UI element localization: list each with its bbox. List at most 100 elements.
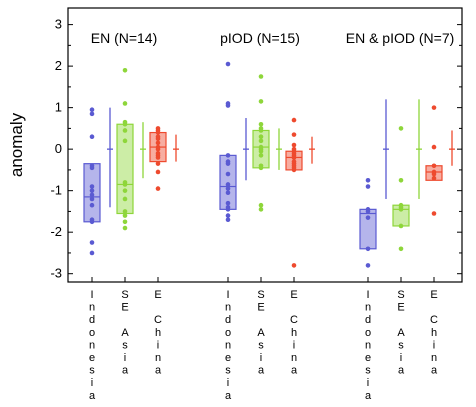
data-point bbox=[122, 138, 128, 144]
x-label-char: n bbox=[89, 302, 95, 314]
data-point bbox=[122, 128, 128, 133]
data-point bbox=[89, 240, 95, 245]
x-label-char: C bbox=[290, 314, 298, 326]
x-label-char: E bbox=[430, 289, 437, 301]
x-label-char: e bbox=[225, 352, 231, 364]
x-label-char: s bbox=[398, 339, 404, 351]
data-point bbox=[398, 207, 404, 212]
x-label-char: I bbox=[366, 289, 369, 301]
x-label-char: A bbox=[257, 327, 265, 339]
data-point bbox=[365, 246, 371, 252]
data-point bbox=[225, 61, 231, 67]
data-point bbox=[258, 121, 264, 127]
box-series bbox=[425, 105, 455, 216]
data-point bbox=[291, 132, 297, 137]
data-point bbox=[225, 217, 231, 223]
data-point bbox=[122, 101, 128, 106]
data-point bbox=[122, 121, 128, 127]
y-tick-label: -1 bbox=[50, 183, 62, 198]
data-point bbox=[291, 117, 297, 123]
x-label-char: C bbox=[430, 314, 438, 326]
y-tick-label: -3 bbox=[50, 266, 62, 281]
group-title: EN (N=14) bbox=[91, 30, 158, 46]
data-point bbox=[258, 74, 264, 79]
x-label-char: o bbox=[225, 327, 231, 339]
data-point bbox=[89, 202, 95, 208]
y-axis: -3 -2 -1 0 1 2 3 bbox=[50, 17, 462, 281]
data-point bbox=[431, 105, 437, 110]
x-label-char: o bbox=[365, 327, 371, 339]
x-label-char: a bbox=[431, 365, 438, 377]
x-label-char: E bbox=[397, 302, 404, 314]
data-point bbox=[258, 134, 264, 139]
box bbox=[359, 208, 377, 250]
box-series bbox=[83, 107, 113, 256]
box-series bbox=[149, 126, 179, 191]
data-point bbox=[431, 163, 437, 169]
data-point bbox=[398, 126, 404, 131]
data-point bbox=[89, 196, 95, 202]
x-label-char: E bbox=[121, 302, 128, 314]
x-label-char: I bbox=[90, 289, 93, 301]
data-point bbox=[225, 171, 231, 177]
x-label-char: d bbox=[225, 314, 231, 326]
data-point bbox=[122, 225, 128, 231]
data-point bbox=[225, 153, 231, 158]
data-point bbox=[89, 107, 95, 113]
x-label-char: I bbox=[226, 289, 229, 301]
data-point bbox=[89, 111, 95, 117]
data-point bbox=[89, 165, 95, 171]
x-label-char: d bbox=[89, 314, 95, 326]
x-label-char: S bbox=[121, 289, 128, 301]
data-point bbox=[258, 148, 264, 154]
x-label-char: h bbox=[291, 327, 297, 339]
data-point bbox=[155, 186, 161, 191]
x-label-char: i bbox=[400, 352, 402, 364]
plot-area bbox=[83, 61, 455, 268]
data-point bbox=[291, 167, 297, 173]
data-point bbox=[122, 209, 128, 214]
data-point bbox=[155, 146, 161, 152]
x-label-char: o bbox=[89, 327, 95, 339]
data-point bbox=[225, 103, 231, 108]
x-category-labels: IndonesiaSEAsiaEChinaIndonesiaSEAsiaEChi… bbox=[89, 277, 438, 402]
y-axis-label: anomaly bbox=[7, 112, 26, 177]
x-label-char: s bbox=[89, 365, 95, 377]
x-label-char: E bbox=[290, 289, 297, 301]
data-point bbox=[431, 171, 437, 177]
x-label-char: A bbox=[121, 327, 129, 339]
data-point bbox=[225, 207, 231, 212]
data-point bbox=[365, 177, 371, 183]
x-label-char: a bbox=[225, 390, 232, 402]
x-label-char: s bbox=[122, 339, 128, 351]
data-point bbox=[431, 175, 437, 181]
data-point bbox=[155, 169, 161, 175]
x-label-char: C bbox=[154, 314, 162, 326]
x-label-char: a bbox=[122, 365, 129, 377]
y-tick-label: 2 bbox=[55, 58, 62, 73]
x-label-char: n bbox=[155, 352, 161, 364]
data-point bbox=[155, 155, 161, 160]
x-label-char: a bbox=[398, 365, 405, 377]
data-point bbox=[89, 184, 95, 189]
data-point bbox=[365, 184, 371, 189]
x-label-char: i bbox=[293, 339, 295, 351]
x-label-char: h bbox=[155, 327, 161, 339]
data-point bbox=[258, 202, 264, 208]
x-label-char: i bbox=[227, 377, 229, 389]
x-label-char: n bbox=[431, 352, 437, 364]
data-point bbox=[365, 263, 371, 268]
data-point bbox=[155, 140, 161, 146]
x-label-char: a bbox=[258, 365, 265, 377]
data-point bbox=[225, 182, 231, 187]
box-series bbox=[359, 99, 389, 268]
x-label-char: i bbox=[157, 339, 159, 351]
x-label-char: n bbox=[225, 302, 231, 314]
x-label-char: d bbox=[365, 314, 371, 326]
data-point bbox=[122, 67, 128, 73]
data-point bbox=[225, 186, 231, 191]
data-point bbox=[122, 196, 128, 202]
box-series bbox=[252, 74, 282, 212]
x-label-char: i bbox=[91, 377, 93, 389]
